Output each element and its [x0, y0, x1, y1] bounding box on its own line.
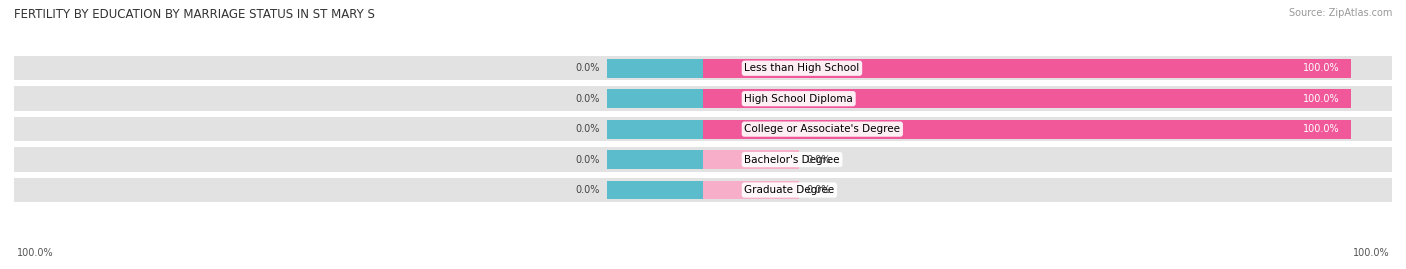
Bar	[703, 59, 1351, 78]
Bar	[14, 87, 1392, 111]
Text: High School Diploma: High School Diploma	[744, 94, 853, 104]
Text: 0.0%: 0.0%	[807, 155, 831, 165]
Text: 100.0%: 100.0%	[17, 248, 53, 258]
Text: 100.0%: 100.0%	[1353, 248, 1389, 258]
Text: 0.0%: 0.0%	[575, 185, 599, 195]
Text: FERTILITY BY EDUCATION BY MARRIAGE STATUS IN ST MARY S: FERTILITY BY EDUCATION BY MARRIAGE STATU…	[14, 8, 375, 21]
Bar	[14, 56, 1392, 80]
Text: 0.0%: 0.0%	[575, 124, 599, 134]
Text: 0.0%: 0.0%	[575, 155, 599, 165]
Bar	[14, 147, 1392, 172]
Bar	[606, 120, 703, 139]
Bar	[606, 150, 703, 169]
Bar	[703, 120, 1351, 139]
Text: 100.0%: 100.0%	[1303, 124, 1340, 134]
Text: 100.0%: 100.0%	[1303, 63, 1340, 73]
Bar	[606, 89, 703, 108]
Text: 0.0%: 0.0%	[575, 94, 599, 104]
Text: Less than High School: Less than High School	[744, 63, 859, 73]
Text: 0.0%: 0.0%	[807, 185, 831, 195]
Text: 0.0%: 0.0%	[575, 63, 599, 73]
Text: Graduate Degree: Graduate Degree	[744, 185, 835, 195]
Text: College or Associate's Degree: College or Associate's Degree	[744, 124, 900, 134]
Text: 100.0%: 100.0%	[1303, 94, 1340, 104]
Bar	[606, 180, 703, 200]
Bar	[703, 150, 800, 169]
Bar	[606, 59, 703, 78]
Bar	[14, 178, 1392, 202]
Text: Bachelor's Degree: Bachelor's Degree	[744, 155, 839, 165]
Bar	[703, 89, 1351, 108]
Bar	[703, 180, 800, 200]
Bar	[14, 117, 1392, 141]
Text: Source: ZipAtlas.com: Source: ZipAtlas.com	[1288, 8, 1392, 18]
